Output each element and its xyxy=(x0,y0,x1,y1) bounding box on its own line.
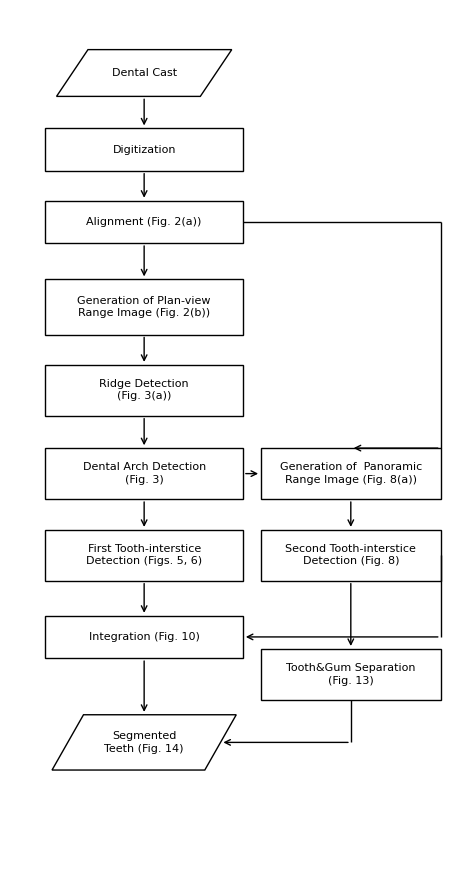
FancyBboxPatch shape xyxy=(261,448,441,499)
Text: First Tooth-interstice
Detection (Figs. 5, 6): First Tooth-interstice Detection (Figs. … xyxy=(86,544,202,566)
FancyBboxPatch shape xyxy=(45,128,243,171)
Text: Dental Cast: Dental Cast xyxy=(111,68,177,78)
Text: Ridge Detection
(Fig. 3(a)): Ridge Detection (Fig. 3(a)) xyxy=(99,379,189,401)
Text: Second Tooth-interstice
Detection (Fig. 8): Second Tooth-interstice Detection (Fig. … xyxy=(285,544,416,566)
Text: Tooth&Gum Separation
(Fig. 13): Tooth&Gum Separation (Fig. 13) xyxy=(286,663,416,686)
FancyBboxPatch shape xyxy=(45,200,243,243)
FancyBboxPatch shape xyxy=(261,649,441,700)
FancyBboxPatch shape xyxy=(45,530,243,581)
Text: Segmented
Teeth (Fig. 14): Segmented Teeth (Fig. 14) xyxy=(104,731,184,754)
Text: Digitization: Digitization xyxy=(112,144,176,154)
Text: Generation of  Panoramic
Range Image (Fig. 8(a)): Generation of Panoramic Range Image (Fig… xyxy=(280,462,422,485)
FancyBboxPatch shape xyxy=(45,448,243,499)
Polygon shape xyxy=(57,50,232,97)
Text: Dental Arch Detection
(Fig. 3): Dental Arch Detection (Fig. 3) xyxy=(82,462,206,485)
Text: Integration (Fig. 10): Integration (Fig. 10) xyxy=(89,632,199,642)
Text: Generation of Plan-view
Range Image (Fig. 2(b)): Generation of Plan-view Range Image (Fig… xyxy=(77,296,211,318)
Polygon shape xyxy=(52,715,236,770)
FancyBboxPatch shape xyxy=(45,279,243,335)
FancyBboxPatch shape xyxy=(45,365,243,416)
FancyBboxPatch shape xyxy=(45,616,243,658)
Text: Alignment (Fig. 2(a)): Alignment (Fig. 2(a)) xyxy=(87,217,202,227)
FancyBboxPatch shape xyxy=(261,530,441,581)
